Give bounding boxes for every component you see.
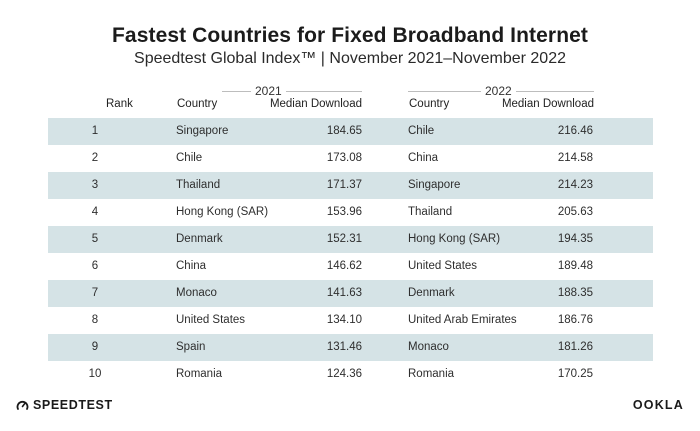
download-2022-cell: 214.23: [557, 179, 593, 191]
rank-cell: 7: [91, 287, 99, 299]
download-2021-cell: 131.46: [326, 341, 362, 353]
table-row: 6 China 146.62 United States 189.48: [48, 253, 653, 280]
table-row: 2 Chile 173.08 China 214.58: [48, 145, 653, 172]
download-2021-cell: 146.62: [326, 260, 362, 272]
table-row: 10 Romania 124.36 Romania 170.25: [48, 361, 653, 388]
speedtest-gauge-icon: [16, 400, 29, 410]
download-2021-cell: 124.36: [326, 368, 362, 380]
chart-title: Fastest Countries for Fixed Broadband In…: [112, 24, 588, 47]
country-2021-cell: Chile: [176, 152, 203, 164]
country-2022-cell: United States: [408, 260, 478, 272]
country-2021-cell: Thailand: [176, 179, 221, 191]
download-2021-cell: 134.10: [326, 314, 362, 326]
header-country-2021: Country: [177, 98, 218, 110]
country-2022-cell: Monaco: [408, 341, 449, 353]
table-row: 4 Hong Kong (SAR) 153.96 Thailand 205.63: [48, 199, 653, 226]
rank-cell: 1: [91, 125, 99, 137]
download-2022-cell: 170.25: [557, 368, 593, 380]
country-2021-cell: Denmark: [176, 233, 223, 245]
year-divider-2021: [222, 91, 362, 92]
rank-cell: 6: [91, 260, 99, 272]
speedtest-logo-text: SPEEDTEST: [33, 398, 113, 412]
country-2021-cell: Singapore: [176, 125, 229, 137]
year-group-2021: 2021: [222, 84, 362, 98]
country-2022-cell: United Arab Emirates: [408, 314, 517, 326]
country-2022-cell: Singapore: [408, 179, 461, 191]
speedtest-logo: SPEEDTEST: [16, 397, 113, 413]
download-2022-cell: 188.35: [557, 287, 593, 299]
download-2021-cell: 173.08: [326, 152, 362, 164]
table-row: 9 Spain 131.46 Monaco 181.26: [48, 334, 653, 361]
rank-cell: 9: [91, 341, 99, 353]
country-2021-cell: Romania: [176, 368, 223, 380]
header-median-download-2021: Median Download: [269, 98, 362, 110]
country-2021-cell: Monaco: [176, 287, 217, 299]
rank-cell: 10: [88, 368, 102, 380]
country-2022-cell: Thailand: [408, 206, 453, 218]
year-group-2022: 2022: [408, 84, 594, 98]
download-2021-cell: 171.37: [326, 179, 362, 191]
download-2022-cell: 181.26: [557, 341, 593, 353]
table-row: 1 Singapore 184.65 Chile 216.46: [48, 118, 653, 145]
year-label-2022: 2022: [481, 84, 516, 98]
table-row: 3 Thailand 171.37 Singapore 214.23: [48, 172, 653, 199]
header-country-2022: Country: [409, 98, 450, 110]
rank-cell: 2: [91, 152, 99, 164]
country-2022-cell: China: [408, 152, 439, 164]
download-2022-cell: 189.48: [557, 260, 593, 272]
header-median-download-2022: Median Download: [501, 98, 594, 110]
download-2021-cell: 184.65: [326, 125, 362, 137]
download-2022-cell: 186.76: [557, 314, 593, 326]
download-2022-cell: 216.46: [557, 125, 593, 137]
download-2022-cell: 205.63: [557, 206, 593, 218]
country-2022-cell: Hong Kong (SAR): [408, 233, 501, 245]
download-2021-cell: 152.31: [326, 233, 362, 245]
rank-cell: 4: [91, 206, 99, 218]
table-row: 7 Monaco 141.63 Denmark 188.35: [48, 280, 653, 307]
download-2022-cell: 194.35: [557, 233, 593, 245]
rank-cell: 8: [91, 314, 99, 326]
country-2021-cell: China: [176, 260, 207, 272]
country-2021-cell: United States: [176, 314, 246, 326]
download-2021-cell: 141.63: [326, 287, 362, 299]
download-2021-cell: 153.96: [326, 206, 362, 218]
year-label-2021: 2021: [251, 84, 286, 98]
table-row: 8 United States 134.10 United Arab Emirates…: [48, 307, 653, 334]
country-2022-cell: Chile: [408, 125, 435, 137]
download-2022-cell: 214.58: [557, 152, 593, 164]
country-2022-cell: Denmark: [408, 287, 455, 299]
ookla-logo: OOKLA: [632, 398, 684, 412]
table-row: 5 Denmark 152.31 Hong Kong (SAR) 194.35: [48, 226, 653, 253]
rank-cell: 3: [91, 179, 99, 191]
rank-cell: 5: [91, 233, 99, 245]
ranking-table: 1 Singapore 184.65 Chile 216.46 2 Chile 173.08 C…: [48, 118, 653, 388]
country-2022-cell: Romania: [408, 368, 455, 380]
header-rank: Rank: [106, 98, 133, 110]
country-2021-cell: Hong Kong (SAR): [176, 206, 269, 218]
country-2021-cell: Spain: [176, 341, 206, 353]
chart-subtitle: Speedtest Global Index™ | November 2021–…: [134, 50, 566, 67]
